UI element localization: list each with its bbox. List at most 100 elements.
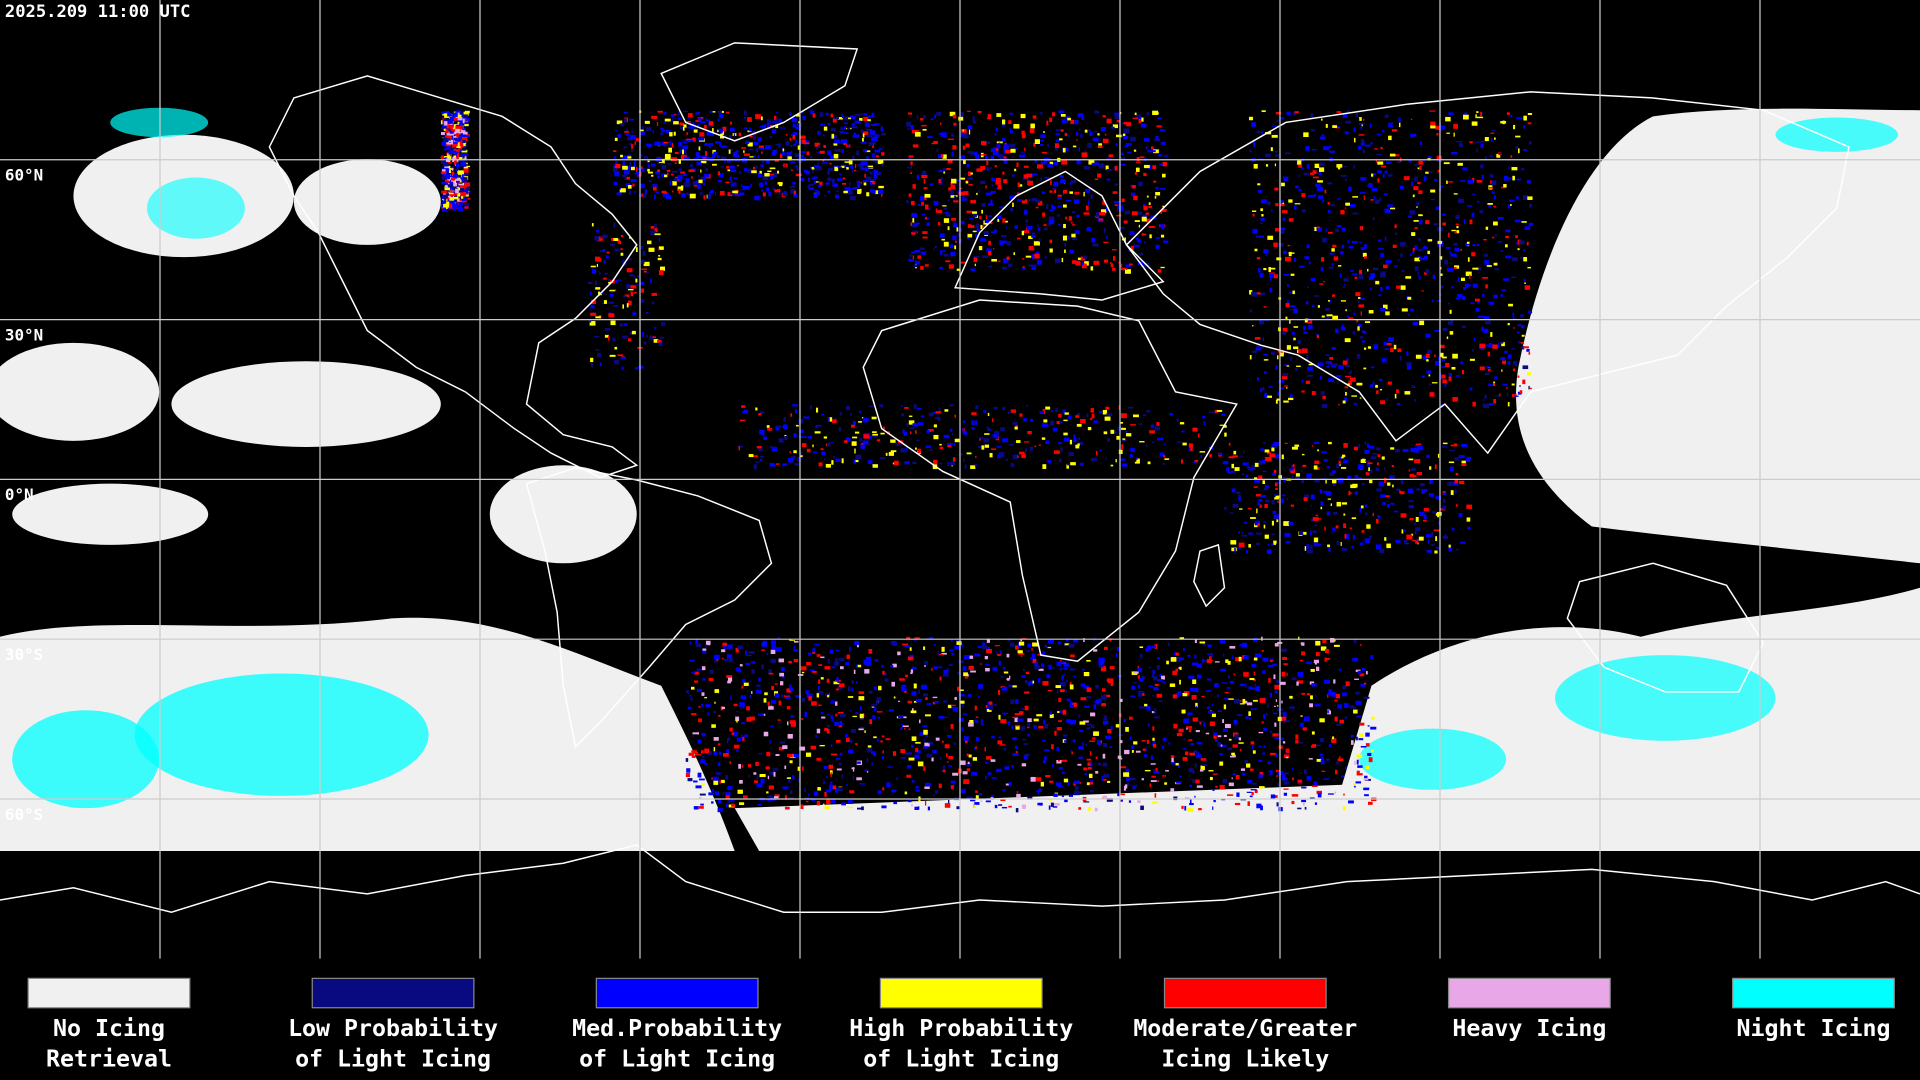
icing-pixel <box>912 218 915 223</box>
icing-pixel <box>873 123 880 125</box>
icing-pixel <box>1375 544 1381 550</box>
icing-pixel <box>1176 657 1180 659</box>
icing-pixel <box>867 119 871 122</box>
icing-pixel <box>1209 453 1212 458</box>
icing-pixel <box>853 132 856 136</box>
icing-pixel <box>1329 548 1332 553</box>
icing-pixel <box>1390 207 1396 210</box>
icing-pixel <box>1299 659 1303 662</box>
icing-pixel <box>453 117 459 121</box>
icing-pixel <box>767 795 773 798</box>
icing-pixel <box>1040 139 1044 142</box>
icing-pixel <box>1069 684 1074 690</box>
icing-pixel <box>985 185 987 189</box>
icing-pixel <box>1344 396 1347 402</box>
icing-pixel <box>984 747 986 752</box>
icing-pixel <box>1298 164 1302 168</box>
icing-pixel <box>679 122 685 126</box>
icing-pixel <box>1264 371 1267 375</box>
icing-pixel <box>1414 257 1421 262</box>
icing-pixel <box>1281 716 1287 721</box>
icing-pixel <box>1399 355 1402 361</box>
icing-pixel <box>830 127 836 132</box>
icing-pixel <box>1362 483 1365 485</box>
icing-pixel <box>1335 126 1341 128</box>
icing-pixel <box>948 138 955 140</box>
icing-pixel <box>1113 166 1116 170</box>
icing-pixel <box>1370 366 1375 369</box>
icing-pixel <box>1411 385 1416 388</box>
icing-pixel <box>1305 380 1311 384</box>
icing-pixel <box>1129 231 1135 235</box>
icing-pixel <box>1386 260 1389 264</box>
icing-pixel <box>999 206 1003 209</box>
icing-pixel <box>694 680 698 683</box>
icing-pixel <box>664 118 671 122</box>
icing-pixel <box>744 650 747 656</box>
icing-pixel <box>1354 448 1358 450</box>
icing-pixel <box>1249 795 1253 798</box>
icing-pixel <box>1281 671 1286 677</box>
icing-pixel <box>1409 517 1414 521</box>
icing-pixel <box>1058 720 1062 723</box>
icing-pixel <box>1056 760 1062 764</box>
icing-pixel <box>693 806 699 810</box>
icing-pixel <box>702 182 706 186</box>
icing-pixel <box>1055 685 1061 689</box>
night-icing-tasman <box>1555 655 1776 741</box>
icing-pixel <box>1338 403 1340 406</box>
icing-pixel <box>1045 440 1050 445</box>
icing-pixel <box>940 250 943 255</box>
icing-pixel <box>1051 206 1056 210</box>
icing-pixel <box>910 710 917 714</box>
icing-pixel <box>952 145 957 150</box>
icing-pixel <box>1183 718 1189 724</box>
icing-pixel <box>1386 161 1392 164</box>
icing-pixel <box>1485 372 1490 376</box>
icing-pixel <box>1277 391 1280 396</box>
icing-pixel <box>1340 456 1344 459</box>
icing-pixel <box>968 184 973 186</box>
icing-pixel <box>912 184 916 189</box>
icing-pixel <box>697 168 700 171</box>
icing-pixel <box>687 706 692 710</box>
icing-pixel <box>453 146 458 149</box>
icing-pixel <box>898 700 900 703</box>
icing-pixel <box>1059 689 1065 693</box>
icing-pixel <box>1421 489 1425 494</box>
icing-pixel <box>719 780 722 784</box>
icing-pixel <box>1235 657 1241 662</box>
icing-pixel <box>1379 482 1382 485</box>
icing-pixel <box>777 719 781 721</box>
icing-pixel <box>1426 550 1432 553</box>
icing-pixel <box>1346 315 1349 318</box>
icing-pixel <box>1327 693 1329 698</box>
icing-pixel <box>881 163 884 167</box>
icing-pixel <box>1073 782 1076 786</box>
icing-pixel <box>834 139 840 144</box>
icing-pixel <box>743 153 750 156</box>
icing-pixel <box>442 194 447 199</box>
icing-pixel <box>1079 721 1086 725</box>
icing-pixel <box>1365 460 1370 462</box>
icing-pixel <box>634 191 636 194</box>
icing-pixel <box>850 412 852 416</box>
icing-pixel <box>685 178 690 183</box>
icing-pixel <box>1051 410 1054 413</box>
icing-pixel <box>1379 378 1383 382</box>
icing-pixel <box>936 666 943 669</box>
icing-pixel <box>1021 130 1025 135</box>
icing-pixel <box>1513 360 1518 366</box>
icing-pixel <box>1373 344 1379 349</box>
icing-pixel <box>464 191 468 194</box>
icing-pixel <box>911 200 915 206</box>
icing-pixel <box>1303 172 1309 176</box>
icing-pixel <box>1263 487 1269 491</box>
icing-pixel <box>830 781 833 786</box>
icing-pixel <box>1262 752 1265 755</box>
icing-pixel <box>1014 745 1017 750</box>
icing-pixel <box>757 172 761 176</box>
icing-pixel <box>784 164 787 167</box>
icing-pixel <box>697 123 700 129</box>
icing-pixel <box>962 427 965 433</box>
